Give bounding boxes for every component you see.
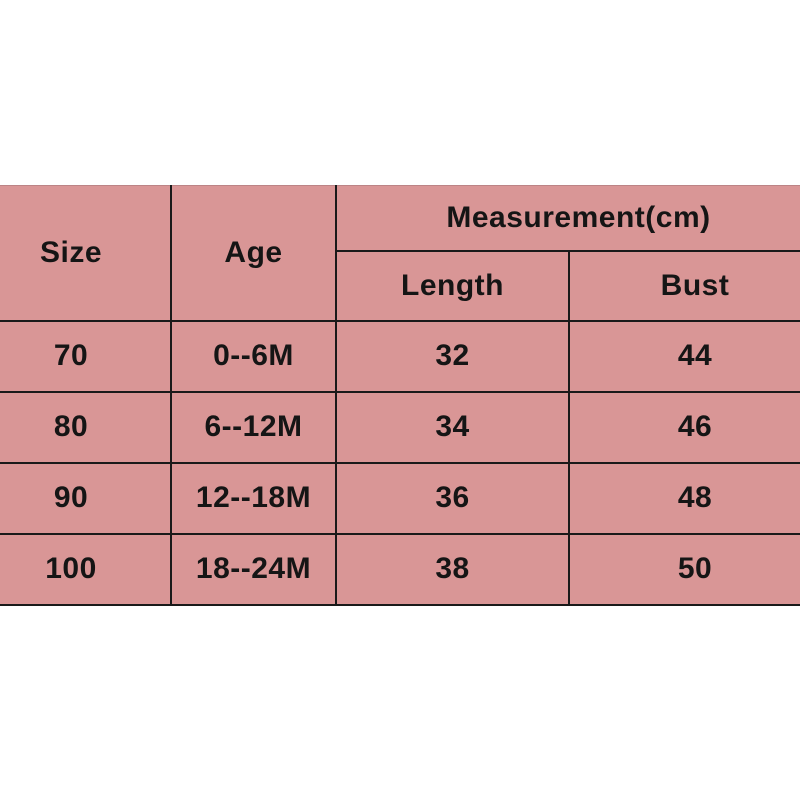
header-length: Length xyxy=(335,249,570,322)
cell-size: 80 xyxy=(0,390,172,464)
cell-size: 90 xyxy=(0,461,172,535)
cell-age: 18--24M xyxy=(170,532,337,606)
cell-length: 34 xyxy=(335,390,570,464)
cell-age: 0--6M xyxy=(170,319,337,393)
cell-bust: 48 xyxy=(568,461,800,535)
cell-bust: 50 xyxy=(568,532,800,606)
header-measurement: Measurement(cm) xyxy=(335,185,800,252)
table-row-size-70: 70 0--6M 32 44 xyxy=(0,319,800,393)
cell-age: 12--18M xyxy=(170,461,337,535)
header-size: Size xyxy=(0,185,172,322)
cell-length: 36 xyxy=(335,461,570,535)
cell-size: 100 xyxy=(0,532,172,606)
table-row-size-100: 100 18--24M 38 50 xyxy=(0,532,800,606)
header-age: Age xyxy=(170,185,337,322)
header-bust: Bust xyxy=(568,249,800,322)
cell-bust: 44 xyxy=(568,319,800,393)
size-chart-table: Size Age Measurement(cm) Length Bust 70 … xyxy=(0,185,800,606)
cell-length: 32 xyxy=(335,319,570,393)
table-row-size-80: 80 6--12M 34 46 xyxy=(0,390,800,464)
cell-length: 38 xyxy=(335,532,570,606)
cell-size: 70 xyxy=(0,319,172,393)
cell-age: 6--12M xyxy=(170,390,337,464)
cell-bust: 46 xyxy=(568,390,800,464)
table-row-size-90: 90 12--18M 36 48 xyxy=(0,461,800,535)
